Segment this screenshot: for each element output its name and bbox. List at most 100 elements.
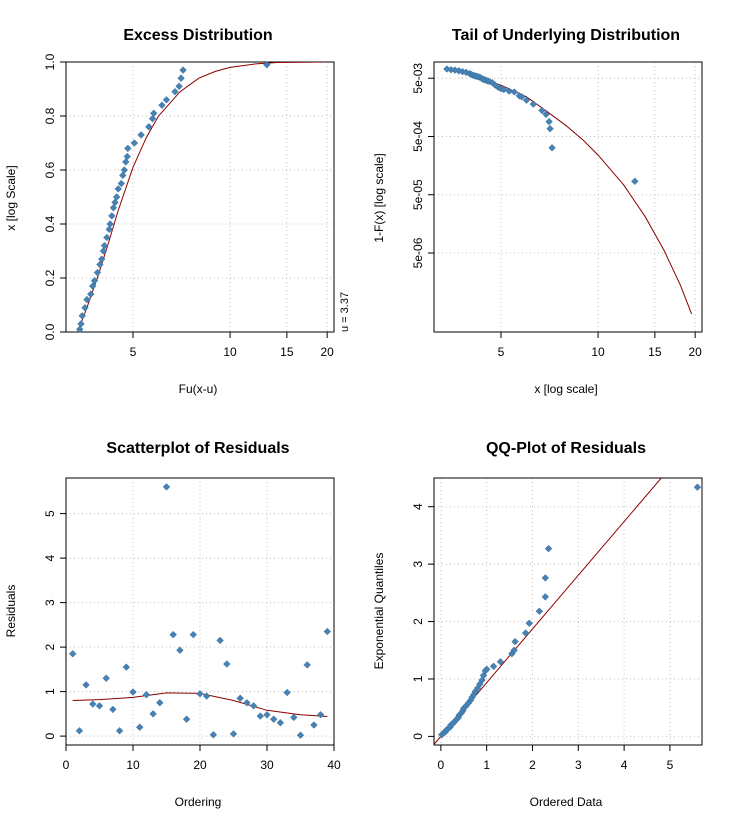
excess-data-point [179,66,187,74]
excess-data-point [78,312,86,320]
qq-data-point [525,619,534,628]
resid-data-point [290,713,298,722]
resid-data-point [75,727,84,735]
resid-data-point [89,700,97,708]
excess-data-point [83,295,91,304]
tail-y-tick-label: 5e-06 [411,237,425,268]
excess-distribution-ylabel: x [log Scale] [4,165,18,230]
resid-data-point [310,721,318,729]
excess-data-point [103,233,111,242]
resid-x-tick-label: 40 [327,758,341,772]
qq-data-point [496,657,505,666]
resid-data-point [296,731,305,739]
qq-y-tick-label: 4 [411,503,425,510]
tail-data-point [518,93,526,101]
qq-plot-frame [433,477,703,746]
qq-x-tick-label: 5 [667,758,674,772]
qq-plot-title: QQ-Plot of Residuals [486,440,646,457]
tail-data-point [529,100,538,108]
resid-data-point [115,727,124,735]
tail-x-tick-label: 15 [648,345,662,359]
excess-data-point [109,204,118,212]
excess-data-point [137,131,145,139]
excess-data-point [114,185,122,193]
tail-data-point [548,144,556,152]
qq-data-point [478,676,486,684]
excess-data-point [263,60,271,69]
qq-y-tick-label: 0 [411,733,425,740]
resid-data-point [142,690,151,699]
resid-data-point [102,674,110,683]
tail-x-tick-label: 20 [688,345,702,359]
residual-scatter-xlabel: Ordering [175,795,222,809]
resid-y-tick-label: 0 [43,732,57,739]
threshold-annotation: u = 3.37 [339,292,351,332]
resid-data-point [243,698,251,707]
excess-data-point [120,166,129,174]
qq-x-tick-label: 1 [483,758,490,772]
excess-data-point [171,87,179,96]
excess-data-point [162,96,171,104]
qq-x-tick-label: 3 [575,758,582,772]
excess-data-point [175,82,183,91]
resid-x-tick-label: 20 [193,758,207,772]
excess-data-point [145,123,153,131]
tail-data-point [545,117,553,126]
resid-data-point [156,698,164,707]
qq-data-point [693,483,702,491]
resid-data-point [256,712,265,720]
resid-data-point [223,660,231,668]
resid-data-point [209,731,218,739]
excess-data-point [88,282,97,290]
qq-plot-xlabel: Ordered Data [530,795,603,809]
resid-data-point [236,694,244,703]
excess-data-point [108,212,116,220]
resid-data-point [82,681,90,689]
tail-distribution-xlabel: x [log scale] [534,382,597,396]
resid-data-point [263,710,271,719]
excess-data-point [81,303,89,312]
excess-data-point [96,260,104,269]
resid-data-point [202,692,211,700]
qq-y-tick-label: 1 [411,675,425,682]
tail-y-tick-label: 5e-05 [411,179,425,210]
qq-data-point [511,637,519,646]
qq-y-tick-label: 2 [411,618,425,625]
resid-data-point [129,688,137,696]
resid-data-point [269,715,278,723]
excess-data-point [124,144,132,153]
excess-data-point [122,158,130,166]
resid-data-point [122,663,131,671]
qq-x-tick-label: 0 [438,758,445,772]
tail-data-point [631,177,639,186]
qq-plot-ylabel: Exponential Quantiles [372,553,386,670]
qq-data-point [541,593,550,601]
resid-x-tick-label: 0 [63,758,70,772]
tail-data-point [510,88,519,96]
excess-data-point [77,320,85,328]
excess-data-point [148,114,157,123]
qq-data-point [489,662,498,671]
excess-data-point [90,276,99,285]
resid-data-point [109,705,117,714]
excess-distribution-xlabel: Fu(x-u) [179,382,218,396]
resid-data-point [182,715,191,723]
qq-plot-panel: QQ-Plot of Residuals Ordered Data Expone… [372,440,703,809]
resid-grid [65,478,335,745]
resid-data-point [196,690,204,698]
tail-data-point [542,110,550,119]
resid-data-point [135,723,144,731]
qq-x-tick-label: 2 [529,758,536,772]
excess-data-point [97,255,106,263]
excess-y-tick-label: 0.2 [43,269,57,286]
excess-x-tick-label: 5 [130,345,137,359]
tail-y-tick-label: 5e-04 [411,121,425,152]
residual-scatter-title: Scatterplot of Residuals [106,440,289,457]
excess-data-point [123,152,132,161]
tail-y-tick-label: 5e-03 [411,63,425,94]
excess-data-point [177,74,185,82]
excess-data-point [87,290,95,298]
qq-data-point [541,574,550,582]
excess-distribution-title: Excess Distribution [123,27,272,44]
qq-reference-line [434,478,662,745]
